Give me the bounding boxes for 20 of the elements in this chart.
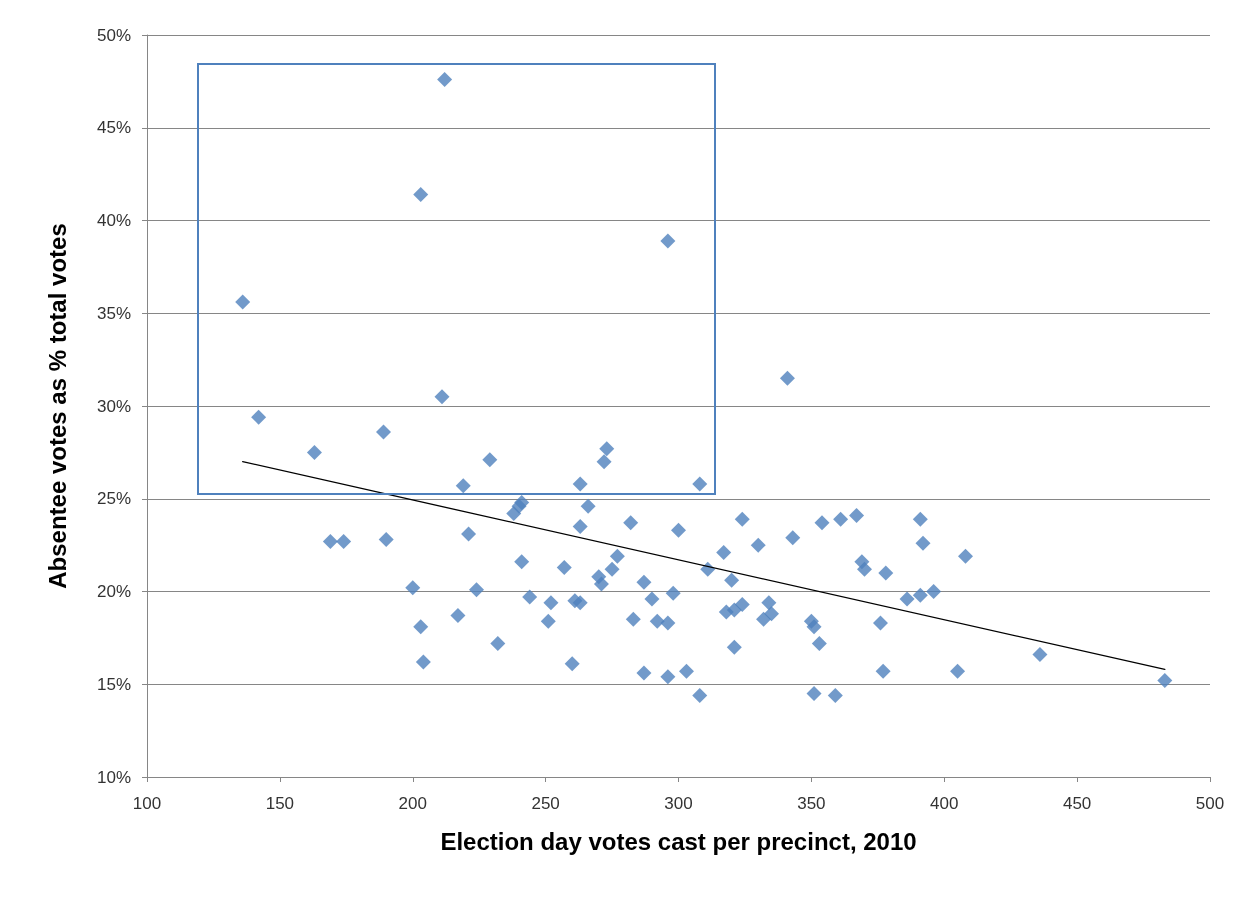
- y-tick-label: 40%: [96, 211, 131, 230]
- x-tick-label: 300: [664, 794, 693, 813]
- y-tick-label: 45%: [96, 118, 131, 138]
- x-tick-label: 500: [1195, 794, 1225, 813]
- y-tick-label: 20%: [96, 582, 131, 601]
- y-tick-label: 30%: [96, 396, 131, 416]
- x-tick-label: 400: [930, 794, 959, 813]
- y-axis-title: Absentee votes as % total votes: [43, 223, 71, 589]
- y-tick-label: 35%: [96, 303, 131, 323]
- y-tick-label: 10%: [96, 767, 131, 787]
- y-tick-label: 25%: [96, 489, 131, 509]
- x-tick-label: 250: [531, 794, 560, 813]
- y-tick-label: 15%: [96, 674, 131, 694]
- x-axis-title: Election day votes cast per precinct, 2010: [440, 827, 917, 855]
- x-tick-label: 150: [265, 794, 295, 813]
- x-tick-label: 450: [1062, 794, 1092, 813]
- x-tick-label: 350: [797, 794, 826, 813]
- x-tick-label: 100: [132, 794, 162, 813]
- x-tick-label: 200: [398, 794, 427, 813]
- y-tick-label: 50%: [96, 25, 131, 45]
